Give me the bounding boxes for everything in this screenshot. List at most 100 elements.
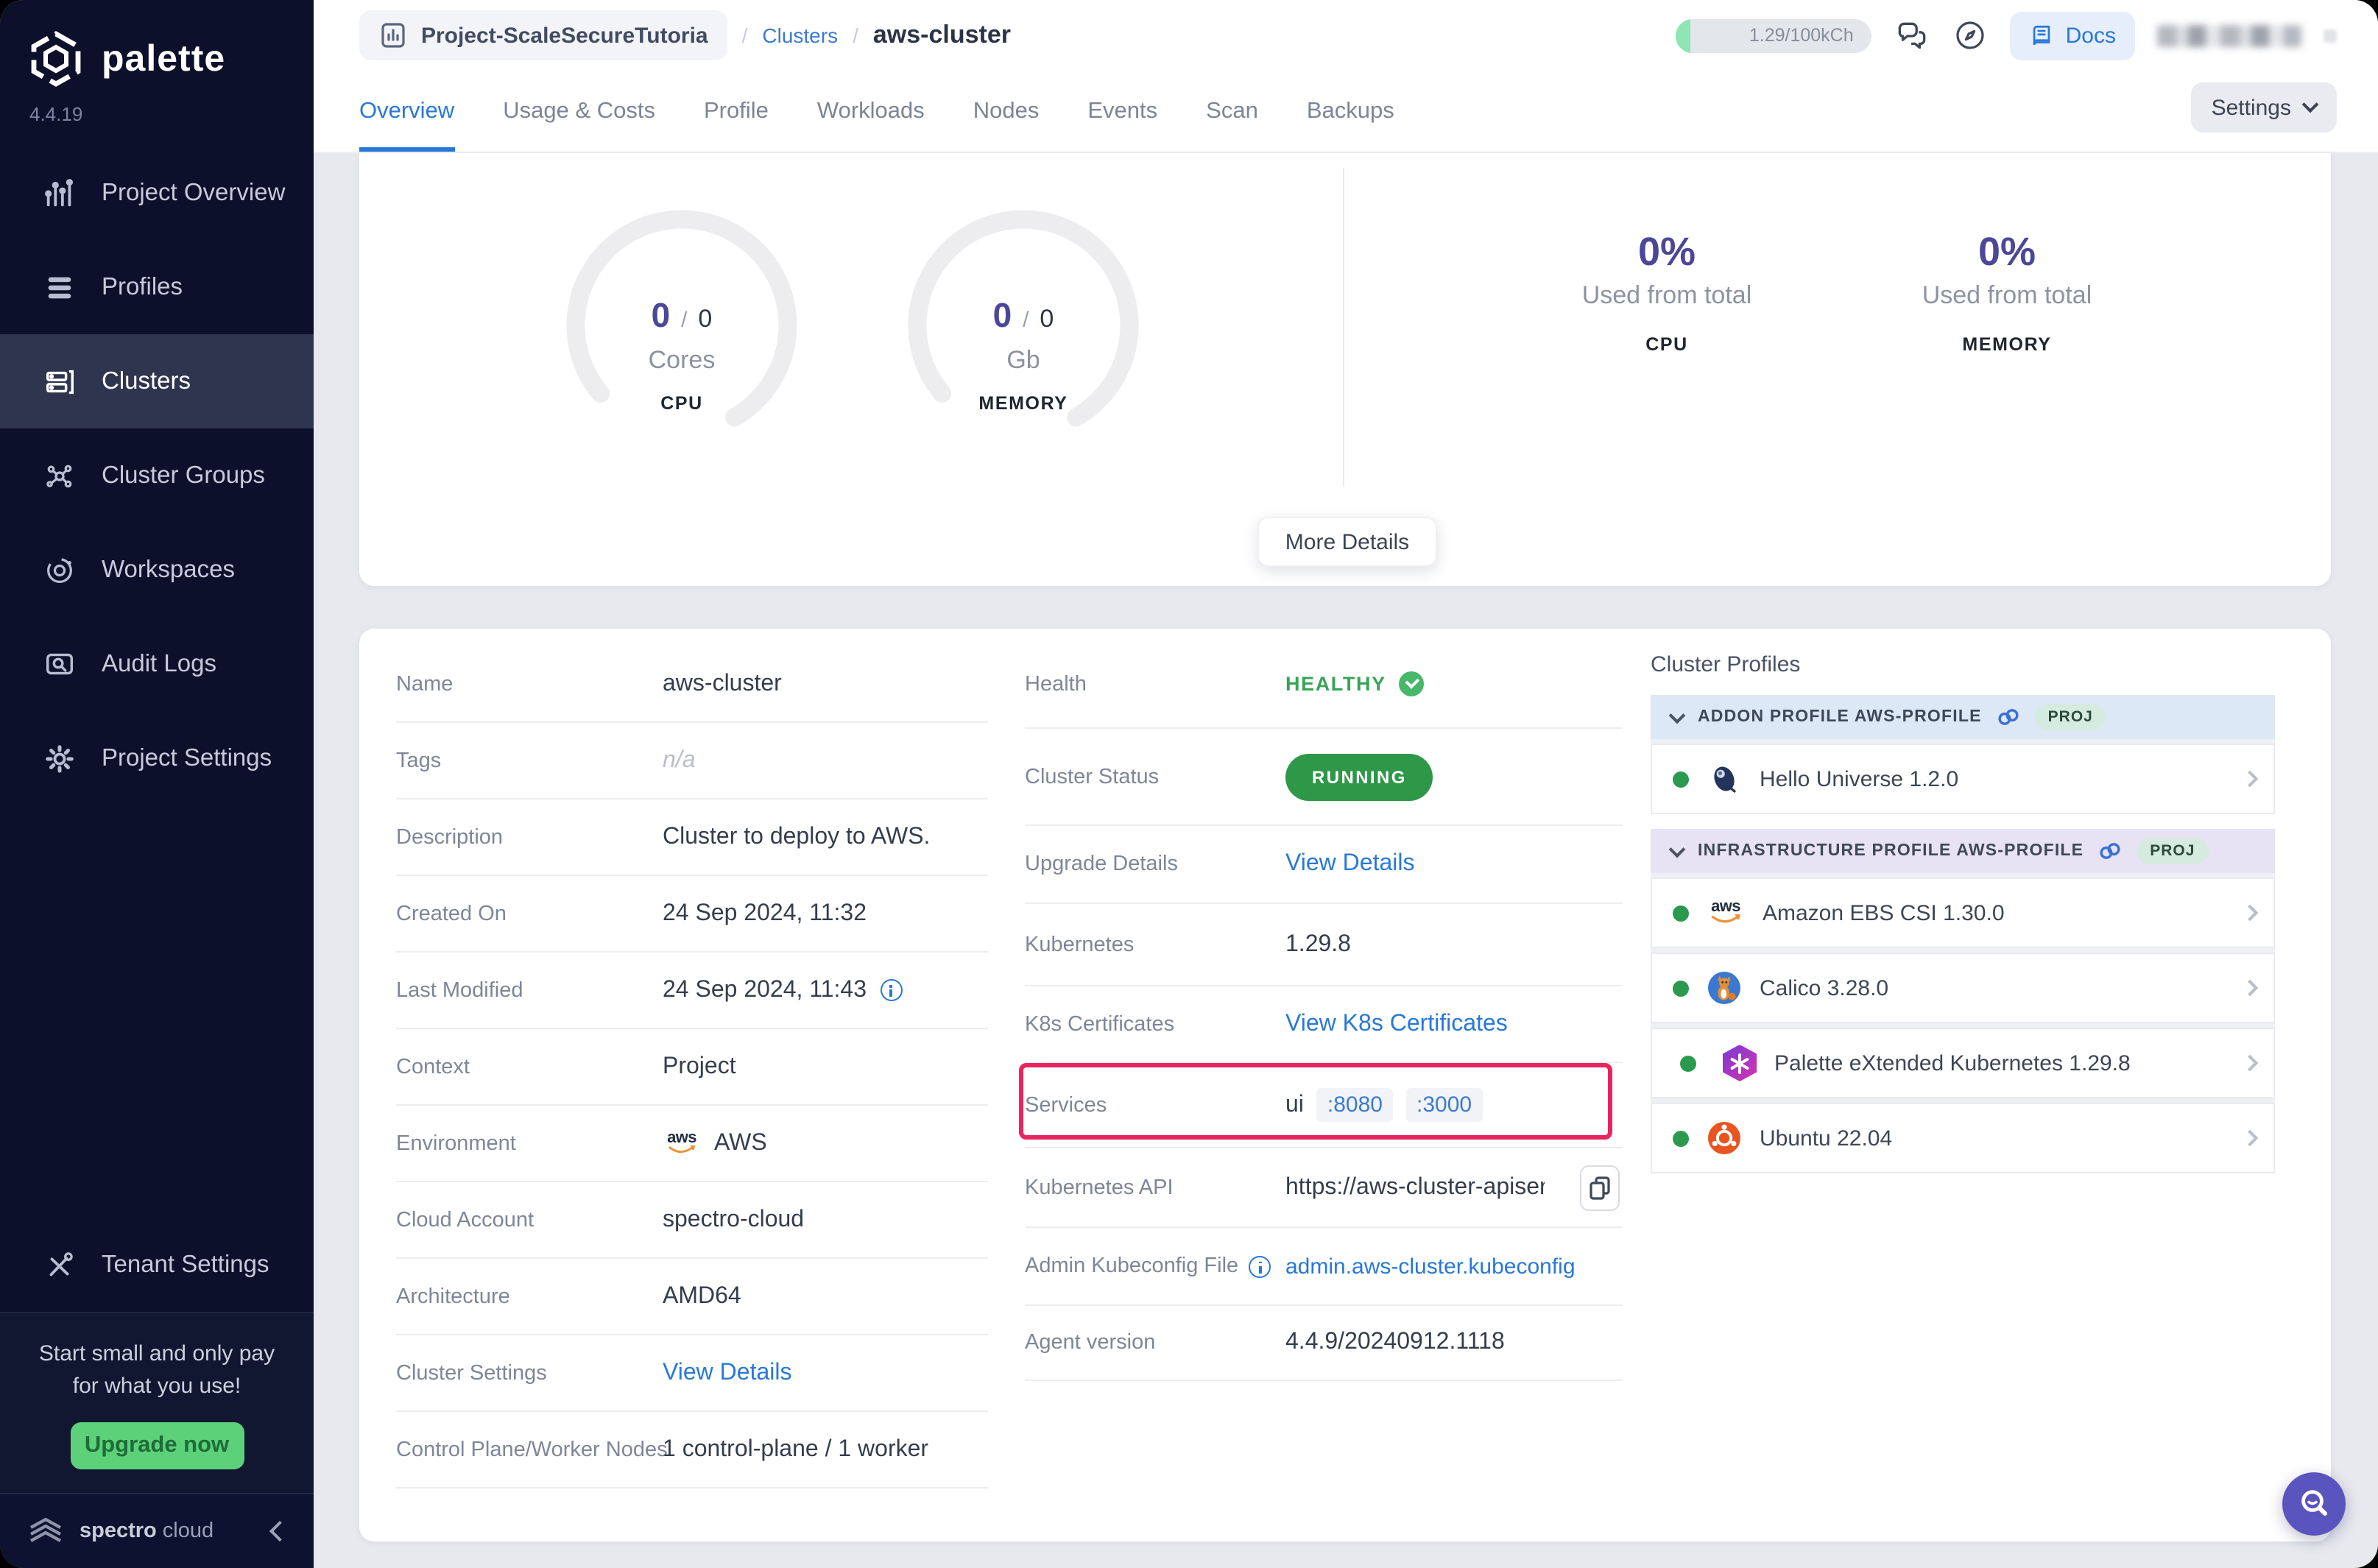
sidebar-item-clusters[interactable]: Clusters [0,334,314,428]
topbar: Project-ScaleSecureTutoria / Clusters / … [314,0,2378,153]
sidebar-footer: spectro cloud [0,1493,314,1568]
user-name-redacted[interactable] [2157,24,2301,46]
audit-log-icon [43,647,77,681]
cluster-settings-view-details-link[interactable]: View Details [663,1360,792,1385]
upsell-line1: Start small and only pay [38,1341,275,1366]
running-status-badge: RUNNING [1285,753,1433,800]
tab-workloads[interactable]: Workloads [816,98,925,123]
row-label: Kubernetes API [1025,1176,1174,1199]
info-icon[interactable] [880,979,902,1001]
view-k8s-certificates-link[interactable]: View K8s Certificates [1285,1011,1508,1036]
chat-icon[interactable] [1894,17,1930,54]
more-details-button[interactable]: More Details [1257,517,1437,567]
tab-backups[interactable]: Backups [1306,98,1394,123]
breadcrumb-clusters-link[interactable]: Clusters [762,24,839,47]
memory-unit: Gb [1006,346,1040,374]
cpu-used: 0 [651,296,671,334]
sidebar-item-cluster-groups[interactable]: Cluster Groups [0,428,314,523]
row-value: spectro-cloud [663,1207,805,1232]
memory-percent: 0% [1977,230,2036,274]
infrastructure-profile-header[interactable]: INFRASTRUCTURE PROFILE AWS-PROFILE PROJ [1651,829,2275,873]
settings-dropdown-button[interactable]: Settings [2190,82,2337,133]
credits-progress [1675,18,1690,52]
pack-row-hello-universe[interactable]: Hello Universe 1.2.0 [1651,744,2275,814]
sidebar-item-workspaces[interactable]: Workspaces [0,523,314,617]
detail-row-health: Health HEALTHY [1025,640,1623,729]
pack-row-ubuntu[interactable]: Ubuntu 22.04 [1651,1103,2275,1173]
row-label: Description [396,825,504,849]
memory-percent-caption: MEMORY [1962,334,2052,355]
chevron-right-icon [2241,770,2259,788]
tab-usage-costs[interactable]: Usage & Costs [503,98,655,123]
tab-scan[interactable]: Scan [1206,98,1258,123]
tools-icon [43,1248,77,1282]
help-search-fab[interactable] [2282,1472,2346,1536]
orbit-icon [43,553,77,587]
project-icon [378,21,408,50]
server-icon [43,364,77,398]
upgrade-view-details-link[interactable]: View Details [1285,851,1415,876]
info-icon[interactable] [1249,1255,1271,1277]
detail-row-last-modified: Last Modified 24 Sep 2024, 11:43 [396,953,988,1029]
collapse-sidebar-icon[interactable] [269,1520,291,1542]
sidebar-spacer [0,805,314,1218]
header-tools: 1.29/100kCh [1675,10,2337,60]
copy-icon[interactable] [1580,1165,1620,1210]
service-port-8080-link[interactable]: :8080 [1316,1088,1393,1122]
version-label: 4.4.19 [29,103,83,125]
cluster-tabs: Overview Usage & Costs Profile Workloads… [314,71,2378,153]
tab-profile[interactable]: Profile [704,98,769,123]
row-label: Upgrade Details [1025,852,1178,876]
project-selector[interactable]: Project-ScaleSecureTutoria [359,10,727,60]
breadcrumb-separator: / [853,24,858,47]
check-circle-icon [1399,671,1425,696]
service-port-3000-link[interactable]: :3000 [1406,1088,1483,1122]
detail-row-cluster-status: Cluster Status RUNNING [1025,729,1623,826]
detail-row-cloud-account: Cloud Account spectro-cloud [396,1182,988,1259]
help-search-icon [2296,1486,2332,1522]
row-label: Control Plane/Worker Nodes [396,1438,668,1461]
sidebar-item-audit-logs[interactable]: Audit Logs [0,617,314,711]
calico-icon [1707,970,1742,1006]
cpu-caption: CPU [660,393,703,414]
row-label: Kubernetes [1025,933,1135,956]
aws-logo-icon: aws [663,1130,701,1156]
pack-row-calico[interactable]: Calico 3.28.0 [1651,953,2275,1023]
kubeconfig-download-link[interactable]: admin.aws-cluster.kubeconfig [1285,1254,1576,1279]
row-label: Agent version [1025,1331,1156,1355]
addon-profile-header[interactable]: ADDON PROFILE AWS-PROFILE PROJ [1651,695,2275,739]
pack-name: Calico 3.28.0 [1760,975,1889,1000]
pack-name: Ubuntu 22.04 [1760,1126,1893,1151]
credits-usage-pill[interactable]: 1.29/100kCh [1675,18,1871,52]
row-value: aws-cluster [663,671,782,696]
pack-status-dot-wrap [1670,1045,1705,1081]
service-name: ui [1285,1092,1304,1117]
row-label: Name [396,672,454,696]
proj-scope-badge: PROJ [2034,704,2106,730]
kubernetes-api-url: https://aws-cluster-apiserve… [1285,1174,1545,1199]
cpu-separator: / [681,308,688,333]
tab-nodes[interactable]: Nodes [973,98,1040,123]
pack-name: Hello Universe 1.2.0 [1760,766,1959,791]
pack-row-amazon-ebs-csi[interactable]: aws Amazon EBS CSI 1.30.0 [1651,877,2275,948]
upgrade-now-button[interactable]: Upgrade now [70,1422,244,1469]
sidebar-item-project-settings[interactable]: Project Settings [0,711,314,805]
usage-overview-card: 0 / 0 Cores CPU 0 / 0 Gb MEMORY [359,153,2331,586]
sidebar-item-profiles[interactable]: Profiles [0,240,314,334]
detail-row-tags: Tags n/a [396,723,988,799]
credits-value: 1.29/100kCh [1749,24,1854,45]
detail-row-name: Name aws-cluster [396,646,988,723]
network-icon [43,459,77,492]
chevron-right-icon [2241,1054,2259,1072]
docs-button[interactable]: Docs [2009,11,2135,60]
tab-overview[interactable]: Overview [359,71,454,152]
sidebar-item-project-overview[interactable]: Project Overview [0,146,314,240]
tab-events[interactable]: Events [1087,98,1158,123]
memory-usage-percent-block: 0% Used from total MEMORY [1845,230,2169,355]
pack-name: Palette eXtended Kubernetes 1.29.8 [1774,1050,2131,1076]
sidebar-item-tenant-settings[interactable]: Tenant Settings [0,1218,314,1312]
explore-compass-icon[interactable] [1952,18,1988,53]
sidebar-item-label: Project Overview [102,179,286,205]
pack-row-palette-extended-kubernetes[interactable]: Palette eXtended Kubernetes 1.29.8 [1651,1028,2275,1098]
row-label: K8s Certificates [1025,1012,1175,1036]
